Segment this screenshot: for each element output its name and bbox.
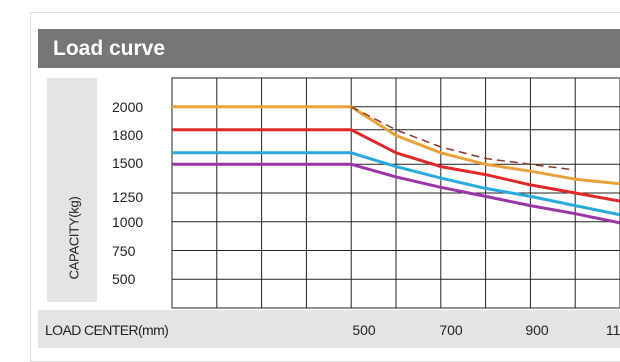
x-tick-label: 900 (525, 322, 549, 338)
grid (171, 77, 620, 309)
y-tick-label: 1800 (112, 127, 144, 143)
y-tick-label: 2000 (112, 99, 144, 115)
series-line-3 (172, 151, 620, 217)
chart-title: Load curve (53, 37, 166, 60)
x-tick-label: 110 (605, 322, 620, 338)
series-line-2 (172, 128, 620, 203)
y-tick-label: 1000 (112, 214, 144, 230)
x-tick-label: 500 (352, 322, 376, 338)
series-line-1 (172, 105, 620, 186)
chart-frame (30, 12, 620, 362)
series-line-4 (172, 162, 620, 225)
annotation-line (350, 106, 576, 171)
y-axis-label-panel (47, 78, 97, 302)
y-tick-label: 1500 (112, 155, 144, 171)
y-tick-label: 750 (112, 243, 136, 259)
x-tick-label: 700 (439, 322, 463, 338)
title-bar: Load curve (38, 29, 620, 68)
series-lines (172, 105, 620, 225)
y-tick-label: 1250 (112, 189, 144, 205)
x-axis-label-bar (38, 310, 620, 348)
y-tick-label: 500 (112, 271, 136, 287)
x-axis-label: LOAD CENTER(mm) (45, 322, 169, 338)
